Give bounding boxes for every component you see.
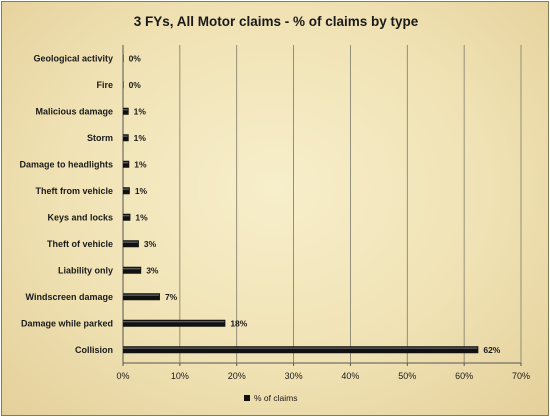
category-label: Theft from vehicle: [35, 186, 113, 196]
bar: [123, 319, 226, 327]
category-label: Keys and locks: [47, 212, 113, 222]
category-label: Malicious damage: [35, 106, 113, 116]
gridlines: [122, 45, 522, 366]
bar: [123, 81, 124, 89]
bar: [123, 107, 129, 115]
bar: [123, 134, 129, 142]
bar: [123, 213, 131, 221]
data-label: 0%: [129, 53, 142, 63]
data-label: 0%: [129, 80, 142, 90]
bar: [123, 54, 124, 62]
bar-highlight: [123, 108, 128, 111]
bar-highlight: [123, 347, 478, 349]
bar-highlight: [123, 267, 141, 270]
x-tick-label: 0%: [116, 371, 129, 381]
bar-highlight: [123, 294, 159, 296]
bar: [123, 160, 130, 168]
data-label: 3%: [146, 265, 159, 275]
data-labels: 0% 0% 1% 1% 1% 1% 1% 3% 3% 7% 18% 62%: [129, 53, 501, 355]
category-label: Damage to headlights: [19, 159, 113, 169]
bar: [123, 346, 479, 354]
legend-label: % of claims: [254, 393, 297, 403]
data-label: 1%: [134, 159, 147, 169]
chart-title: 3 FYs, All Motor claims - % of claims by…: [134, 14, 419, 29]
legend: % of claims: [244, 393, 297, 403]
data-label: 1%: [134, 106, 147, 116]
data-label: 1%: [135, 212, 148, 222]
category-label: Damage while parked: [21, 318, 113, 328]
x-axis-ticks: 0% 10% 20% 30% 40% 50% 60% 70%: [116, 371, 530, 381]
bar: [123, 187, 130, 195]
data-label: 3%: [144, 239, 157, 249]
category-label: Liability only: [58, 265, 113, 275]
data-label: 7%: [165, 292, 178, 302]
bar: [123, 240, 139, 248]
x-tick-label: 50%: [398, 371, 416, 381]
data-label: 1%: [135, 186, 148, 196]
x-tick-label: 10%: [171, 371, 189, 381]
x-tick-label: 60%: [455, 371, 473, 381]
category-label: Collision: [75, 345, 113, 355]
bar-highlight: [123, 161, 129, 164]
bar-highlight: [123, 214, 130, 217]
category-label: Storm: [87, 133, 113, 143]
bar-highlight: [123, 135, 128, 137]
x-tick-label: 40%: [341, 371, 359, 381]
x-tick-label: 70%: [512, 371, 530, 381]
x-tick-label: 20%: [228, 371, 246, 381]
category-labels: Geological activity Fire Malicious damage S…: [19, 53, 113, 355]
bar-highlight: [123, 320, 225, 323]
bar: [123, 266, 142, 274]
category-label: Theft of vehicle: [47, 239, 113, 249]
category-label: Geological activity: [33, 53, 113, 63]
bar: [123, 293, 160, 301]
legend-swatch: [244, 395, 250, 401]
data-label: 18%: [230, 318, 247, 328]
x-tick-label: 30%: [285, 371, 303, 381]
bar-highlight: [123, 188, 129, 190]
category-label: Windscreen damage: [26, 292, 113, 302]
data-label: 62%: [483, 345, 500, 355]
bar-highlight: [123, 241, 138, 243]
category-label: Fire: [96, 80, 113, 90]
data-label: 1%: [134, 133, 147, 143]
bars: [123, 54, 479, 354]
